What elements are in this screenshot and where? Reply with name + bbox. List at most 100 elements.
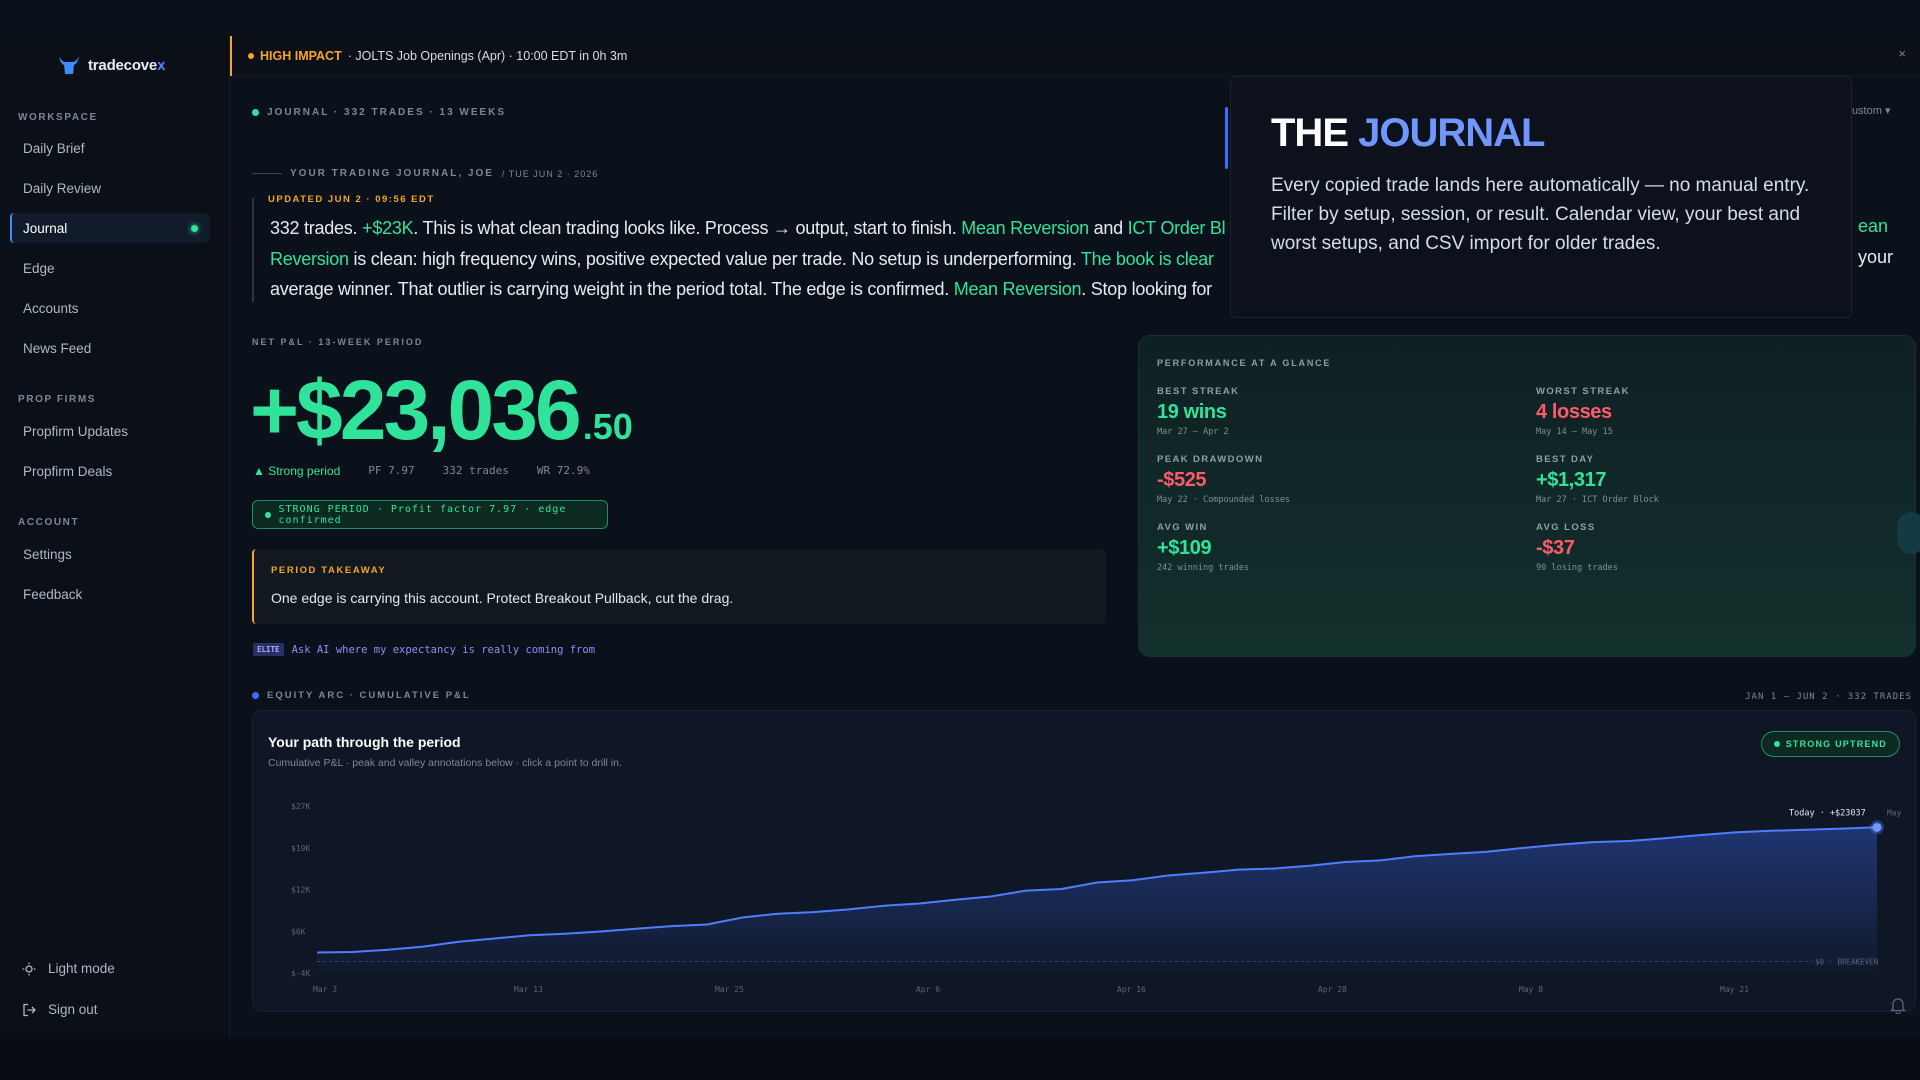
strong-period-badge: STRONG PERIOD · Profit factor 7.97 · edg…	[252, 500, 608, 529]
metric-sub: Mar 27 · ICT Order Block	[1536, 495, 1659, 505]
uptrend-badge: STRONG UPTREND	[1760, 731, 1900, 757]
equity-title: Your path through the period	[268, 734, 461, 750]
elite-badge: ELITE	[253, 643, 284, 656]
narrative-fragment: ean	[1858, 216, 1889, 236]
nav-section-prop-firms: PROP FIRMS	[18, 394, 97, 405]
impact-tag: HIGH IMPACT	[260, 49, 342, 63]
badge-text: STRONG PERIOD · Profit factor 7.97 · edg…	[278, 503, 567, 526]
strong-period-label: ▲ Strong period	[253, 464, 341, 478]
metric-value: +$109	[1157, 537, 1212, 559]
sun-icon	[22, 962, 36, 975]
status-dot	[252, 109, 259, 116]
metric-sub: May 22 · Compounded losses	[1157, 495, 1291, 505]
equity-section-header: EQUITY ARC · CUMULATIVE P&L	[252, 690, 471, 701]
metric-label: AVG LOSS	[1536, 522, 1596, 533]
logo-text: tradecove	[88, 56, 158, 74]
performance-card: PERFORMANCE AT A GLANCE BEST STREAK 19 w…	[1138, 335, 1920, 657]
equity-card: Your path through the period Cumulative …	[252, 710, 1916, 1012]
setup-link-ict-order-block[interactable]: ICT Order Bl	[1127, 218, 1226, 238]
app-frame: tradecovex WORKSPACE Daily Brief Daily R…	[0, 36, 1920, 1038]
sidebar-item-accounts[interactable]: Accounts	[23, 300, 79, 316]
metric-label: BEST DAY	[1536, 454, 1595, 465]
net-pnl-label: NET P&L · 13-WEEK PERIOD	[252, 337, 424, 347]
takeaway-text: One edge is carrying this account. Prote…	[271, 590, 734, 606]
greeting-rule	[252, 173, 282, 174]
range-select[interactable]: Custom ▾	[1844, 105, 1891, 117]
metric-label: PEAK DRAWDOWN	[1157, 454, 1264, 465]
active-indicator-dot	[191, 225, 198, 232]
sidebar-item-daily-review[interactable]: Daily Review	[23, 180, 102, 196]
metric-label: AVG WIN	[1157, 522, 1208, 533]
net-pnl-cents: .50	[582, 406, 633, 447]
sidebar-item-journal[interactable]: Journal	[10, 213, 210, 243]
uptrend-text: STRONG UPTREND	[1785, 739, 1887, 749]
sidebar-item-propfirm-updates[interactable]: Propfirm Updates	[23, 423, 129, 439]
sign-out-label: Sign out	[48, 1002, 98, 1017]
metric-best-streak: BEST STREAK 19 wins Mar 27 – Apr 2	[1157, 386, 1239, 437]
metric-sub: May 14 – May 15	[1536, 427, 1613, 437]
narrative-text: . This is what clean trading looks like.…	[413, 218, 962, 238]
narrative-highlight: +$23K	[362, 218, 414, 238]
period-takeaway-card: PERIOD TAKEAWAY One edge is carrying thi…	[252, 549, 1106, 624]
journal-header-text: JOURNAL · 332 TRADES · 13 WEEKS	[267, 107, 507, 118]
profit-factor: PF 7.97	[368, 464, 415, 477]
setup-link-mean-reversion[interactable]: Mean Reversion	[953, 279, 1082, 299]
narrative-text: is clean: high frequency wins, positive …	[348, 248, 1081, 269]
bell-icon[interactable]	[1890, 996, 1906, 1014]
metric-value: -$525	[1157, 469, 1207, 491]
net-pnl-value: +$23,036 .50	[250, 362, 633, 459]
sidebar-item-settings[interactable]: Settings	[23, 546, 72, 562]
sidebar-item-edge[interactable]: Edge	[23, 260, 55, 276]
light-mode-toggle[interactable]: Light mode	[22, 961, 115, 976]
close-icon[interactable]: ×	[1898, 46, 1906, 61]
sidebar-item-news-feed[interactable]: News Feed	[23, 340, 92, 356]
setup-link-reversion[interactable]: Reversion	[270, 248, 349, 269]
x-tick-label: Mar 25	[715, 985, 744, 994]
event-banner: HIGH IMPACT · JOLTS Job Openings (Apr) ·…	[230, 36, 1920, 76]
x-tick-label: Apr 28	[1318, 985, 1347, 994]
today-point[interactable]	[1872, 822, 1882, 832]
setup-link-mean-reversion[interactable]: Mean Reversion	[961, 218, 1089, 238]
x-tick-label: Apr 6	[916, 985, 940, 994]
metric-avg-win: AVG WIN +$109 242 winning trades	[1157, 522, 1249, 573]
metric-value: +$1,317	[1536, 469, 1607, 491]
sidebar: tradecovex WORKSPACE Daily Brief Daily R…	[0, 36, 230, 1038]
logo-x: x	[157, 56, 166, 74]
metric-sub: 242 winning trades	[1157, 563, 1250, 573]
period-stats: ▲ Strong period PF 7.97 332 trades WR 72…	[253, 464, 590, 478]
impact-dot	[248, 53, 254, 59]
story-accent-bar	[252, 198, 254, 302]
section-dot	[252, 692, 259, 699]
updated-timestamp: UPDATED JUN 2 · 09:56 EDT	[268, 194, 435, 205]
trade-count: 332 trades	[442, 464, 509, 477]
metric-avg-loss: AVG LOSS -$37 90 losing trades	[1536, 522, 1618, 573]
sidebar-item-daily-brief[interactable]: Daily Brief	[23, 140, 85, 156]
greeting-text: YOUR TRADING JOURNAL, JOE	[290, 168, 494, 179]
y-tick-label: $12K	[291, 886, 310, 895]
feature-callout: THE JOURNAL Every copied trade lands her…	[1225, 76, 1852, 318]
narrative-highlight: The book is clear	[1080, 248, 1214, 269]
sidebar-item-label: Journal	[23, 220, 68, 236]
narrative-fragment: your	[1858, 247, 1894, 267]
x-tick-label: May 21	[1720, 985, 1749, 994]
y-tick-label: $6K	[291, 927, 306, 936]
callout-title-a: THE	[1271, 111, 1359, 155]
callout-title-b: JOURNAL	[1358, 111, 1545, 155]
may-annotation: May	[1887, 808, 1902, 817]
equity-section-label: EQUITY ARC · CUMULATIVE P&L	[267, 690, 471, 701]
sidebar-item-propfirm-deals[interactable]: Propfirm Deals	[23, 463, 113, 479]
equity-area	[317, 827, 1877, 973]
sidebar-item-feedback[interactable]: Feedback	[23, 586, 83, 602]
y-tick-label: $27K	[291, 802, 310, 811]
narrative-text: . Stop looking for	[1081, 279, 1212, 299]
metric-value: 19 wins	[1157, 401, 1227, 423]
x-tick-label: Apr 16	[1117, 985, 1146, 994]
sign-out-button[interactable]: Sign out	[22, 1002, 98, 1017]
ask-ai-link[interactable]: ELITE Ask AI where my expectancy is real…	[253, 643, 595, 656]
callout-accent-bar	[1225, 107, 1228, 169]
logo[interactable]: tradecovex	[56, 54, 165, 76]
narrative-line-1: 332 trades. +$23K. This is what clean tr…	[270, 213, 1880, 244]
equity-range: JAN 1 – JUN 2 · 332 TRADES	[1745, 692, 1912, 702]
floating-assistant-button[interactable]	[1897, 512, 1920, 554]
